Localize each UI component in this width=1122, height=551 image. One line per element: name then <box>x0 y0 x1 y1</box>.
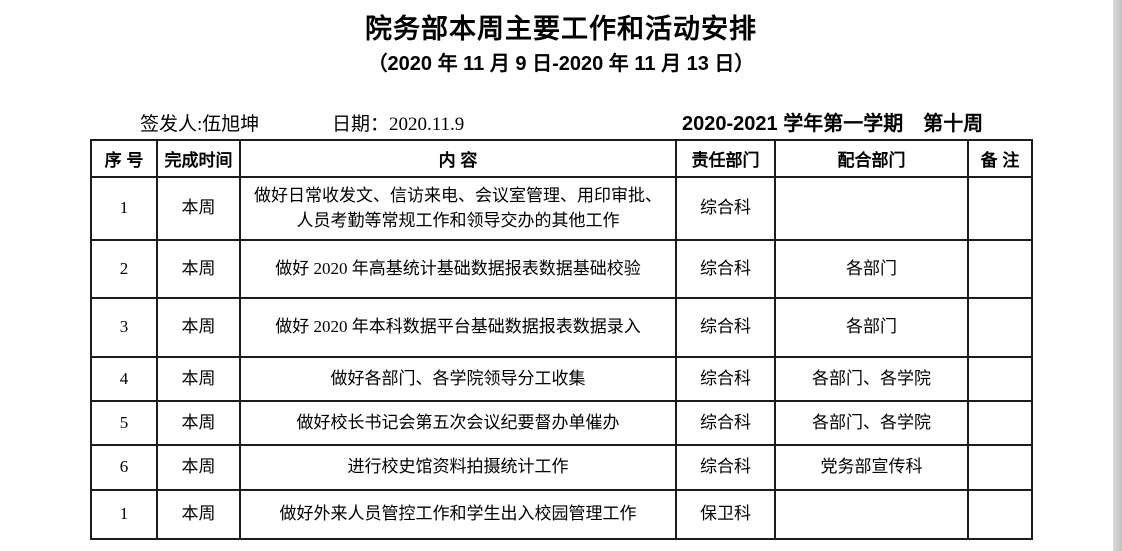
cell-cooperating-dept <box>774 489 969 540</box>
work-schedule-table: 序 号 完成时间 内 容 责任部门 配合部门 备 注 1 本周 做好日常收发文、信访… <box>90 139 1033 540</box>
cell-completion-time: 本周 <box>156 176 241 241</box>
header-no: 序 号 <box>90 139 158 178</box>
cell-no: 2 <box>90 239 158 299</box>
header-content: 内 容 <box>239 139 677 178</box>
cell-responsible-dept: 综合科 <box>675 444 776 491</box>
cell-cooperating-dept: 各部门 <box>774 239 969 299</box>
semester-week-label: 2020-2021 学年第一学期 第十周 <box>682 113 984 135</box>
cell-responsible-dept: 综合科 <box>675 400 776 446</box>
meta-row: 签发人:伍旭坤 日期：2020.11.9 2020-2021 学年第一学期 第十… <box>90 106 1032 136</box>
table-body: 1 本周 做好日常收发文、信访来电、会议室管理、用印审批、人员考勤等常规工作和领导交… <box>90 176 1033 540</box>
cell-content: 做好 2020 年本科数据平台基础数据报表数据录入 <box>239 297 677 358</box>
issuer-label: 签发人:伍旭坤 <box>140 114 260 135</box>
header-cooperating-dept: 配合部门 <box>774 139 969 178</box>
cell-no: 1 <box>90 489 158 540</box>
cell-content: 做好外来人员管控工作和学生出入校园管理工作 <box>239 489 677 540</box>
table-row: 6 本周 进行校史馆资料拍摄统计工作 综合科 党务部宣传科 <box>90 444 1033 491</box>
cell-cooperating-dept: 各部门 <box>774 297 969 358</box>
header-responsible-dept: 责任部门 <box>675 139 776 178</box>
page-edge-shadow <box>1113 0 1122 551</box>
table-row: 5 本周 做好校长书记会第五次会议纪要督办单催办 综合科 各部门、各学院 <box>90 400 1033 446</box>
cell-cooperating-dept: 各部门、各学院 <box>774 400 969 446</box>
cell-responsible-dept: 综合科 <box>675 239 776 299</box>
table-row: 4 本周 做好各部门、各学院领导分工收集 综合科 各部门、各学院 <box>90 356 1033 402</box>
table-row: 1 本周 做好外来人员管控工作和学生出入校园管理工作 保卫科 <box>90 489 1033 540</box>
cell-cooperating-dept: 各部门、各学院 <box>774 356 969 402</box>
page-title: 院务部本周主要工作和活动安排 <box>365 14 757 44</box>
cell-remarks <box>967 239 1033 299</box>
cell-content: 做好各部门、各学院领导分工收集 <box>239 356 677 402</box>
table-row: 3 本周 做好 2020 年本科数据平台基础数据报表数据录入 综合科 各部门 <box>90 297 1033 358</box>
cell-no: 3 <box>90 297 158 358</box>
cell-responsible-dept: 综合科 <box>675 176 776 241</box>
cell-no: 4 <box>90 356 158 402</box>
page-subtitle-date-range: （2020 年 11 月 9 日-2020 年 11 月 13 日） <box>367 53 755 75</box>
cell-responsible-dept: 综合科 <box>675 356 776 402</box>
cell-responsible-dept: 综合科 <box>675 297 776 358</box>
cell-remarks <box>967 444 1033 491</box>
cell-cooperating-dept: 党务部宣传科 <box>774 444 969 491</box>
cell-completion-time: 本周 <box>156 239 241 299</box>
cell-responsible-dept: 保卫科 <box>675 489 776 540</box>
cell-completion-time: 本周 <box>156 444 241 491</box>
table-header: 序 号 完成时间 内 容 责任部门 配合部门 备 注 <box>90 139 1033 178</box>
issue-date-label: 日期：2020.11.9 <box>332 114 465 135</box>
cell-content: 做好日常收发文、信访来电、会议室管理、用印审批、人员考勤等常规工作和领导交办的其… <box>239 176 677 241</box>
cell-completion-time: 本周 <box>156 356 241 402</box>
cell-no: 5 <box>90 400 158 446</box>
cell-remarks <box>967 356 1033 402</box>
cell-remarks <box>967 297 1033 358</box>
table-row: 1 本周 做好日常收发文、信访来电、会议室管理、用印审批、人员考勤等常规工作和领导交… <box>90 176 1033 241</box>
cell-cooperating-dept <box>774 176 969 241</box>
cell-completion-time: 本周 <box>156 400 241 446</box>
cell-no: 6 <box>90 444 158 491</box>
cell-remarks <box>967 176 1033 241</box>
cell-completion-time: 本周 <box>156 297 241 358</box>
header-completion-time: 完成时间 <box>156 139 241 178</box>
cell-completion-time: 本周 <box>156 489 241 540</box>
cell-remarks <box>967 400 1033 446</box>
table-row: 2 本周 做好 2020 年高基统计基础数据报表数据基础校验 综合科 各部门 <box>90 239 1033 299</box>
cell-content: 进行校史馆资料拍摄统计工作 <box>239 444 677 491</box>
cell-remarks <box>967 489 1033 540</box>
header-row: 序 号 完成时间 内 容 责任部门 配合部门 备 注 <box>90 139 1033 178</box>
cell-content: 做好 2020 年高基统计基础数据报表数据基础校验 <box>239 239 677 299</box>
header-remarks: 备 注 <box>967 139 1033 178</box>
cell-content: 做好校长书记会第五次会议纪要督办单催办 <box>239 400 677 446</box>
cell-no: 1 <box>90 176 158 241</box>
